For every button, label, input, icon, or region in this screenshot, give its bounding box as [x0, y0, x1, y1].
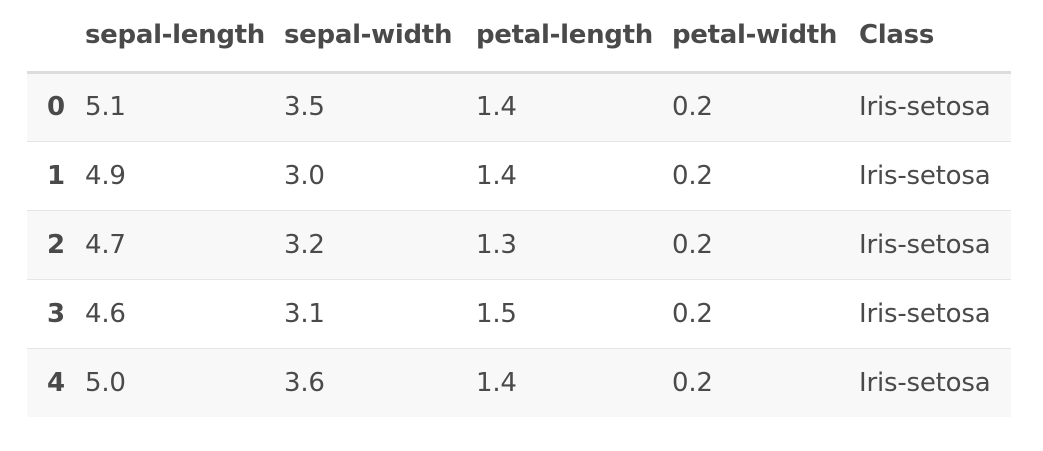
cell-class: Iris-setosa: [859, 347, 1011, 417]
table-row: 1 4.9 3.0 1.4 0.2 Iris-setosa: [27, 140, 1011, 210]
table-body: 0 5.1 3.5 1.4 0.2 Iris-setosa 1 4.9 3.0 …: [27, 72, 1011, 417]
table-row: 2 4.7 3.2 1.3 0.2 Iris-setosa: [27, 209, 1011, 279]
column-header-class: Class: [859, 0, 1011, 74]
cell-petal-width: 0.2: [672, 278, 859, 348]
table-row: 3 4.6 3.1 1.5 0.2 Iris-setosa: [27, 278, 1011, 348]
row-index: 3: [27, 278, 85, 348]
cell-sepal-length: 4.6: [85, 278, 284, 348]
cell-sepal-length: 4.7: [85, 209, 284, 279]
cell-class: Iris-setosa: [859, 209, 1011, 279]
cell-petal-length: 1.4: [476, 347, 672, 417]
cell-class: Iris-setosa: [859, 278, 1011, 348]
cell-sepal-width: 3.5: [284, 92, 325, 122]
cell-petal-length: 1.4: [476, 140, 672, 210]
dataframe-table: sepal-length sepal-width petal-length pe…: [27, 0, 1011, 417]
cell-petal-width: 0.2: [672, 140, 859, 210]
row-index: 0: [46, 92, 66, 122]
table-header: sepal-length sepal-width petal-length pe…: [27, 0, 1011, 74]
cell-petal-width: 0.2: [672, 92, 713, 122]
cell-sepal-length: 4.9: [85, 140, 284, 210]
row-index: 4: [27, 347, 85, 417]
cell-sepal-width: 3.2: [284, 209, 476, 279]
cell-petal-length: 1.4: [476, 92, 517, 122]
row-index: 1: [27, 140, 85, 210]
cell-sepal-length: 5.0: [85, 347, 284, 417]
cell-sepal-width: 3.0: [284, 140, 476, 210]
cell-petal-length: 1.3: [476, 209, 672, 279]
column-header-petal-length: petal-length: [476, 0, 672, 74]
table-row: 4 5.0 3.6 1.4 0.2 Iris-setosa: [27, 347, 1011, 417]
column-header-petal-width: petal-width: [672, 0, 859, 74]
table-row: 0 5.1 3.5 1.4 0.2 Iris-setosa: [27, 72, 1011, 141]
cell-class: Iris-setosa: [859, 92, 991, 122]
cell-class: Iris-setosa: [859, 140, 1011, 210]
cell-sepal-width: 3.6: [284, 347, 476, 417]
row-index: 2: [27, 209, 85, 279]
cell-petal-width: 0.2: [672, 347, 859, 417]
column-header-sepal-length: sepal-length: [85, 0, 284, 74]
column-header-sepal-width: sepal-width: [284, 0, 476, 74]
index-header: [27, 0, 85, 74]
header-row: sepal-length sepal-width petal-length pe…: [27, 0, 1011, 74]
cell-petal-width: 0.2: [672, 209, 859, 279]
cell-sepal-length: 5.1: [85, 92, 126, 122]
cell-petal-length: 1.5: [476, 278, 672, 348]
cell-sepal-width: 3.1: [284, 278, 476, 348]
